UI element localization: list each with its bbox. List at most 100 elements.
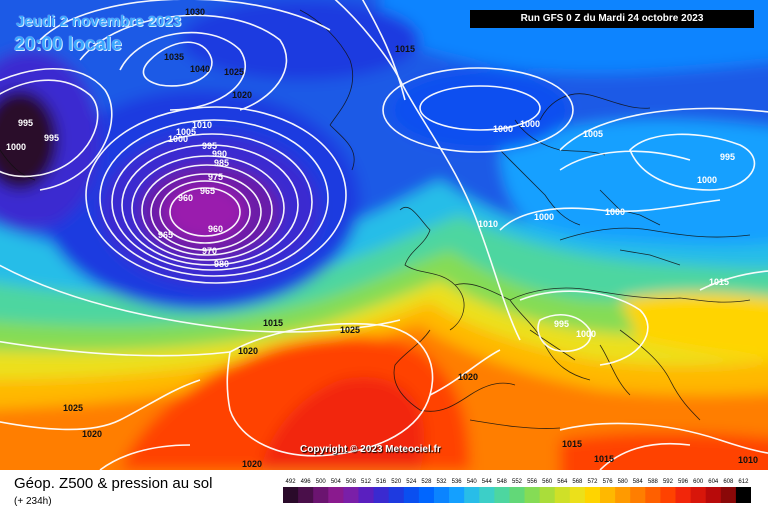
colorbar-swatch [418, 487, 435, 503]
pressure-label: 1000 [168, 134, 188, 144]
isobars [0, 0, 768, 470]
colorbar-tick-label: 556 [527, 479, 538, 485]
pressure-label: 1015 [709, 277, 729, 287]
pressure-label: 1025 [63, 403, 83, 413]
pressure-label: 1010 [192, 120, 212, 130]
colorbar-tick-label: 520 [391, 479, 402, 485]
colorbar-swatch [675, 487, 692, 503]
colorbar-swatch [479, 487, 495, 503]
colorbar-tick-label: 504 [330, 479, 341, 485]
forecast-date: Jeudi 2 novembre 2023 [16, 13, 182, 30]
colorbar-swatch [705, 487, 722, 503]
pressure-label: 1015 [594, 454, 614, 464]
pressure-label: 1040 [190, 64, 210, 74]
colorbar-swatch [720, 487, 737, 503]
colorbar-swatch [554, 487, 571, 503]
colorbar-tick-label: 548 [496, 479, 507, 485]
colorbar-swatch [524, 487, 541, 503]
colorbar-tick-label: 492 [285, 479, 296, 485]
colorbar-tick-label: 536 [451, 479, 462, 485]
colorbar-tick-label: 516 [376, 479, 387, 485]
pressure-label: 1010 [478, 219, 498, 229]
colorbar-tick-label: 564 [557, 479, 568, 485]
pressure-label: 1020 [238, 346, 258, 356]
colorbar-tick-label: 572 [587, 479, 598, 485]
pressure-label: 995 [720, 152, 735, 162]
colorbar-swatch [283, 487, 299, 503]
footer-panel: Géop. Z500 & pression au sol (+ 234h) 49… [0, 470, 768, 512]
pressure-label: 1030 [185, 7, 205, 17]
colorbar-swatch [569, 487, 586, 503]
colorbar-swatch [645, 487, 661, 503]
pressure-label: 1000 [6, 142, 26, 152]
pressure-label: 965 [200, 186, 215, 196]
pressure-label: 1015 [562, 439, 582, 449]
colorbar-swatch [433, 487, 450, 503]
colorbar-tick-label: 540 [466, 479, 477, 485]
forecast-time: 20:00 locale [14, 34, 122, 55]
weather-map: 1030 1035 1040 1025 1020 995 995 1000 1015 1010 10… [0, 0, 768, 470]
colorbar-swatch [373, 487, 390, 503]
colorbar-swatch [298, 487, 314, 503]
pressure-label: 995 [202, 141, 217, 151]
colorbar-labels: 492 496 500 504 508 512 516 520 524 528 532 536 540 5… [278, 479, 758, 488]
colorbar-swatch [449, 487, 465, 503]
pressure-label: 1025 [224, 67, 244, 77]
colorbar-swatch [660, 487, 677, 503]
colorbar-tick-label: 580 [617, 479, 628, 485]
colorbar-tick-label: 512 [361, 479, 372, 485]
colorbar-swatch [388, 487, 405, 503]
colorbar-swatch [343, 487, 359, 503]
run-info-box: Run GFS 0 Z du Mardi 24 octobre 2023 [470, 10, 754, 28]
colorbar-swatch [464, 487, 480, 503]
pressure-label: 1020 [82, 429, 102, 439]
pressure-label: 995 [18, 118, 33, 128]
colorbar-swatch [600, 487, 616, 503]
coastlines [0, 9, 751, 429]
pressure-label: 1020 [458, 372, 478, 382]
copyright-text: Copyright © 2023 Meteociel.fr [300, 444, 441, 455]
colorbar-tick-label: 588 [647, 479, 658, 485]
pressure-label: 1020 [242, 459, 262, 469]
colorbar-tick-label: 508 [345, 479, 356, 485]
pressure-label: 980 [214, 259, 229, 269]
colorbar-tick-label: 596 [678, 479, 689, 485]
pressure-label: 970 [202, 246, 217, 256]
pressure-label: 1000 [697, 175, 717, 185]
colorbar-swatch [313, 487, 329, 503]
pressure-label: 995 [554, 319, 569, 329]
colorbar-swatch [403, 487, 420, 503]
colorbar-swatch [494, 487, 510, 503]
geopotential-field [0, 0, 768, 470]
colorbar-swatch [735, 487, 751, 503]
pressure-label: 1020 [232, 90, 252, 100]
colorbar-tick-label: 584 [632, 479, 643, 485]
pressure-label: 1000 [520, 119, 540, 129]
colorbar-tick-label: 612 [738, 479, 749, 485]
colorbar-tick-label: 568 [572, 479, 583, 485]
colorbar-tick-label: 532 [436, 479, 447, 485]
pressure-label: 965 [158, 230, 173, 240]
colorbar-swatch [539, 487, 556, 503]
colorbar-swatch [584, 487, 601, 503]
pressure-label: 960 [208, 224, 223, 234]
colorbar-swatch [328, 487, 344, 503]
pressure-label: 1010 [738, 455, 758, 465]
pressure-label: 1005 [583, 129, 603, 139]
pressure-label: 1000 [493, 124, 513, 134]
pressure-label: 1005 [176, 127, 196, 137]
pressure-label: 1000 [605, 207, 625, 217]
pressure-label: 960 [178, 193, 193, 203]
colorbar-tick-label: 608 [723, 479, 734, 485]
map-product-title: Géop. Z500 & pression au sol [14, 475, 213, 492]
colorbar-swatch [358, 487, 375, 503]
colorbar-swatch [615, 487, 631, 503]
geopotential-colorbar [283, 487, 751, 503]
colorbar-swatch [630, 487, 646, 503]
colorbar-tick-label: 560 [542, 479, 553, 485]
colorbar-tick-label: 600 [693, 479, 704, 485]
pressure-label: 1015 [395, 44, 415, 54]
colorbar-swatch [690, 487, 707, 503]
